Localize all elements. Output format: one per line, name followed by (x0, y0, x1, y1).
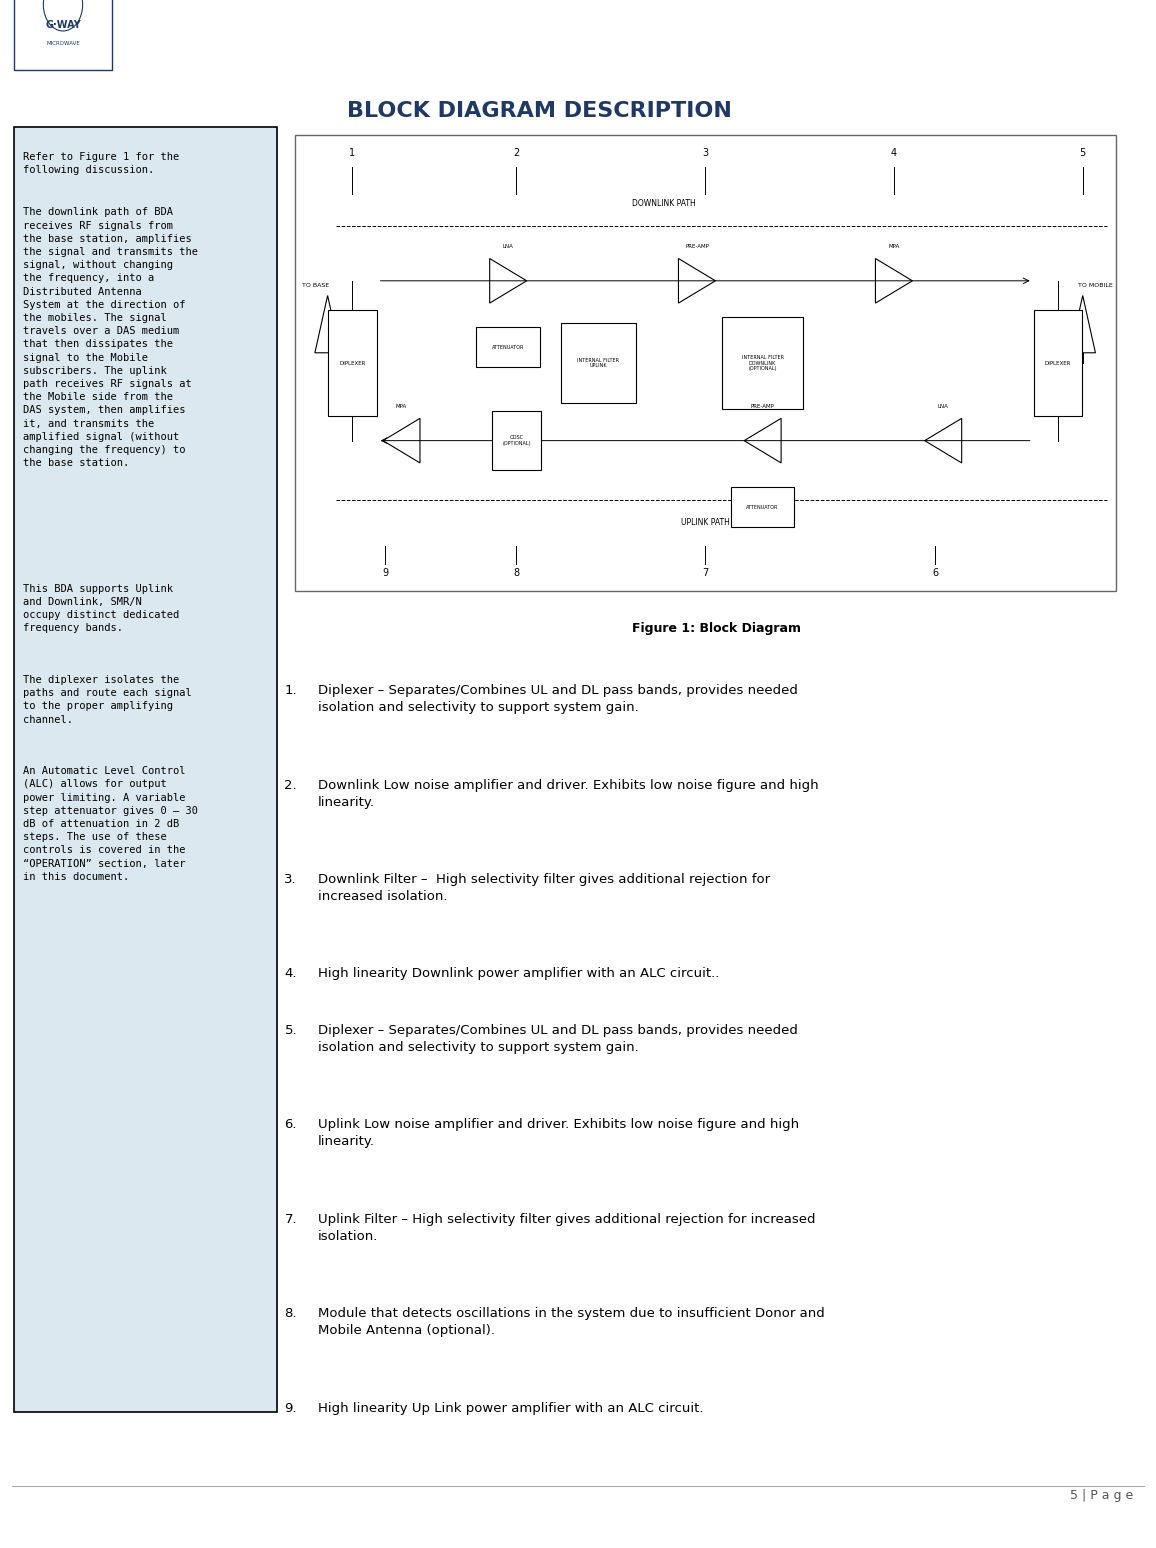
Text: Diplexer – Separates/Combines UL and DL pass bands, provides needed
isolation an: Diplexer – Separates/Combines UL and DL … (318, 1025, 798, 1054)
Text: Refer to Figure 1 for the
following discussion.: Refer to Figure 1 for the following disc… (23, 152, 179, 175)
Text: ATTENUATOR: ATTENUATOR (492, 345, 525, 350)
Text: ATTENUATOR: ATTENUATOR (747, 505, 779, 509)
Text: MPA: MPA (395, 404, 407, 409)
Text: G·WAY: G·WAY (45, 20, 81, 29)
Text: 3.: 3. (284, 873, 297, 885)
Bar (731, 488, 794, 528)
Text: LNA: LNA (938, 404, 949, 409)
Text: High linearity Up Link power amplifier with an ALC circuit.: High linearity Up Link power amplifier w… (318, 1402, 703, 1415)
Text: LNA: LNA (503, 245, 513, 249)
Text: 1: 1 (349, 149, 355, 158)
Bar (561, 324, 636, 404)
Text: MICROWAVE: MICROWAVE (46, 40, 80, 46)
Bar (1033, 311, 1082, 416)
Text: 9.: 9. (284, 1402, 297, 1415)
Bar (722, 317, 803, 410)
Bar (328, 311, 377, 416)
Text: The diplexer isolates the
paths and route each signal
to the proper amplifying
c: The diplexer isolates the paths and rout… (23, 675, 192, 724)
Text: 6.: 6. (284, 1118, 297, 1132)
Text: 1.: 1. (284, 684, 297, 697)
Text: 9: 9 (381, 568, 388, 577)
Text: UPLINK PATH: UPLINK PATH (681, 519, 729, 528)
Text: 2.: 2. (284, 779, 297, 791)
Text: DOWNLINK PATH: DOWNLINK PATH (632, 198, 696, 207)
Bar (295, 135, 1116, 591)
Text: INTERNAL FILTER
DOWNLINK
(OPTIONAL): INTERNAL FILTER DOWNLINK (OPTIONAL) (742, 354, 784, 372)
Text: Downlink Filter –  High selectivity filter gives additional rejection for
increa: Downlink Filter – High selectivity filte… (318, 873, 770, 902)
Text: 4.: 4. (284, 968, 297, 980)
Text: Figure 1: Block Diagram: Figure 1: Block Diagram (632, 622, 801, 635)
Text: Uplink Filter – High selectivity filter gives additional rejection for increased: Uplink Filter – High selectivity filter … (318, 1214, 815, 1243)
Text: 5: 5 (1080, 149, 1085, 158)
Text: Diplexer – Separates/Combines UL and DL pass bands, provides needed
isolation an: Diplexer – Separates/Combines UL and DL … (318, 684, 798, 714)
Text: 7: 7 (702, 568, 709, 577)
Text: MPA: MPA (888, 245, 899, 249)
Text: Module that detects oscillations in the system due to insufficient Donor and
Mob: Module that detects oscillations in the … (318, 1307, 824, 1337)
Text: DIPLEXER: DIPLEXER (1045, 361, 1072, 365)
Text: 8: 8 (513, 568, 519, 577)
Text: ODSC
(OPTIONAL): ODSC (OPTIONAL) (502, 435, 531, 446)
Text: Uplink Low noise amplifier and driver. Exhibits low noise figure and high
linear: Uplink Low noise amplifier and driver. E… (318, 1118, 799, 1149)
Text: 5 | P a g e: 5 | P a g e (1069, 1489, 1133, 1502)
Text: 5.: 5. (284, 1025, 297, 1037)
Text: 8.: 8. (284, 1307, 297, 1320)
Bar (476, 327, 540, 367)
Text: PRE-AMP: PRE-AMP (686, 245, 709, 249)
Text: 3: 3 (702, 149, 709, 158)
Text: High linearity Downlink power amplifier with an ALC circuit..: High linearity Downlink power amplifier … (318, 968, 719, 980)
Text: TO BASE: TO BASE (302, 283, 328, 288)
Bar (14, 127, 277, 1412)
Text: 4: 4 (891, 149, 897, 158)
Text: BLOCK DIAGRAM DESCRIPTION: BLOCK DIAGRAM DESCRIPTION (347, 101, 732, 121)
Text: INTERNAL FILTER
UPLINK: INTERNAL FILTER UPLINK (578, 358, 620, 368)
Text: 6: 6 (932, 568, 938, 577)
Bar (14, 0, 112, 70)
Text: Downlink Low noise amplifier and driver. Exhibits low noise figure and high
line: Downlink Low noise amplifier and driver.… (318, 779, 818, 808)
Bar (492, 412, 541, 471)
Text: This BDA supports Uplink
and Downlink, SMR/N
occupy distinct dedicated
frequency: This BDA supports Uplink and Downlink, S… (23, 584, 179, 633)
Text: An Automatic Level Control
(ALC) allows for output
power limiting. A variable
st: An Automatic Level Control (ALC) allows … (23, 766, 198, 882)
Text: PRE-AMP: PRE-AMP (750, 404, 775, 409)
Text: 7.: 7. (284, 1214, 297, 1226)
Text: DIPLEXER: DIPLEXER (339, 361, 365, 365)
Text: TO MOBILE: TO MOBILE (1077, 283, 1112, 288)
Text: 2: 2 (513, 149, 519, 158)
Text: The downlink path of BDA
receives RF signals from
the base station, amplifies
th: The downlink path of BDA receives RF sig… (23, 207, 198, 467)
